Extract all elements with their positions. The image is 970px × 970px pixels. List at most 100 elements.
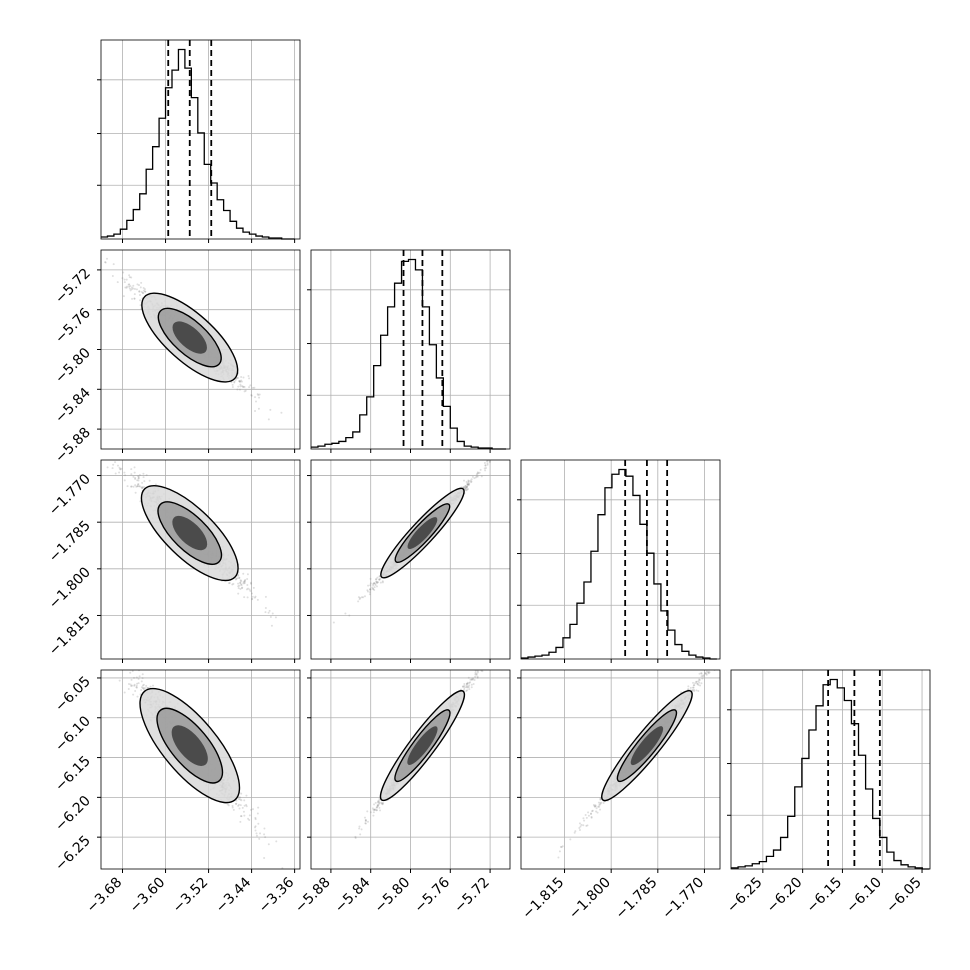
sample-point bbox=[378, 575, 381, 578]
sample-point bbox=[142, 683, 145, 686]
sample-point bbox=[143, 485, 146, 488]
sample-point bbox=[375, 585, 378, 588]
sample-point bbox=[92, 451, 94, 453]
sample-point bbox=[118, 466, 121, 469]
sample-point bbox=[136, 695, 139, 698]
sample-point bbox=[465, 689, 468, 692]
sample-point bbox=[132, 284, 135, 287]
scatter-panel-3-1: −5.88−5.84−5.80−5.76−5.72 bbox=[292, 652, 511, 917]
sample-point bbox=[485, 466, 488, 469]
sample-point bbox=[360, 828, 363, 831]
sample-point bbox=[466, 689, 469, 692]
sample-point bbox=[375, 582, 378, 585]
sample-point bbox=[358, 827, 361, 830]
sample-point bbox=[254, 595, 257, 598]
sample-point bbox=[369, 588, 372, 591]
sample-point bbox=[130, 288, 133, 291]
sample-point bbox=[484, 469, 487, 472]
sample-point bbox=[104, 261, 107, 264]
sample-point bbox=[250, 582, 253, 585]
sample-point bbox=[268, 609, 271, 612]
sample-point bbox=[249, 808, 252, 811]
sample-point bbox=[112, 263, 115, 266]
sample-point bbox=[366, 810, 369, 813]
sample-point bbox=[270, 624, 273, 627]
sample-point bbox=[258, 837, 261, 840]
sample-point bbox=[257, 822, 260, 825]
sample-point bbox=[376, 576, 379, 579]
sample-point bbox=[123, 654, 125, 656]
sample-point bbox=[486, 463, 489, 466]
sample-point bbox=[467, 483, 470, 486]
sample-point bbox=[380, 801, 383, 804]
sample-point bbox=[366, 589, 369, 592]
sample-point bbox=[130, 485, 133, 488]
sample-point bbox=[251, 597, 254, 600]
sample-point bbox=[253, 596, 256, 599]
sample-point bbox=[357, 600, 360, 603]
y-tick-label: −5.76 bbox=[52, 305, 94, 347]
y-tick-label: −6.10 bbox=[52, 713, 94, 755]
sample-point bbox=[244, 578, 247, 581]
sample-point bbox=[693, 688, 696, 691]
panel-frame bbox=[520, 459, 721, 660]
sample-point bbox=[239, 804, 242, 807]
sample-point bbox=[269, 616, 272, 619]
sample-point bbox=[233, 381, 236, 384]
sample-point bbox=[702, 675, 705, 678]
sample-point bbox=[238, 388, 241, 391]
sample-point bbox=[470, 686, 473, 689]
sample-point bbox=[138, 290, 141, 293]
sample-point bbox=[373, 809, 376, 812]
sample-point bbox=[118, 656, 120, 658]
sample-point bbox=[472, 678, 475, 681]
sample-point bbox=[138, 675, 141, 678]
x-tick-label: −5.88 bbox=[292, 875, 334, 917]
sample-point bbox=[470, 480, 473, 483]
sample-point bbox=[249, 384, 252, 387]
sample-point bbox=[237, 803, 240, 806]
sample-point bbox=[274, 616, 277, 619]
sample-point bbox=[594, 805, 597, 808]
sample-point bbox=[374, 801, 377, 804]
sample-point bbox=[591, 809, 594, 812]
sample-point bbox=[243, 804, 246, 807]
sample-point bbox=[254, 825, 257, 828]
sample-point bbox=[247, 587, 250, 590]
sample-cloud bbox=[354, 652, 488, 840]
scatter-panel-3-0: −3.68 −3.60 −3.52 −3.44 −3.36−6.25−6.20−6.15… bbox=[52, 654, 301, 916]
sample-point bbox=[255, 832, 258, 835]
sample-point bbox=[468, 483, 471, 486]
sample-point bbox=[128, 274, 131, 277]
sample-point bbox=[369, 588, 372, 591]
sample-point bbox=[245, 588, 248, 591]
sample-point bbox=[485, 460, 488, 463]
sample-point bbox=[142, 688, 145, 691]
sample-point bbox=[373, 808, 376, 811]
sample-point bbox=[599, 803, 602, 806]
sample-point bbox=[113, 457, 115, 459]
sample-point bbox=[476, 671, 479, 674]
sample-point bbox=[143, 480, 146, 483]
sample-point bbox=[88, 241, 90, 243]
sample-point bbox=[134, 288, 137, 291]
sample-point bbox=[140, 686, 143, 689]
sample-point bbox=[367, 584, 370, 587]
sample-point bbox=[245, 805, 248, 808]
sample-point bbox=[381, 803, 384, 806]
sample-point bbox=[240, 815, 243, 818]
sample-point bbox=[237, 587, 240, 590]
sample-point bbox=[240, 583, 243, 586]
sample-point bbox=[469, 479, 472, 482]
sample-point bbox=[254, 409, 257, 412]
sample-point bbox=[368, 591, 371, 594]
sample-point bbox=[698, 672, 701, 675]
sample-point bbox=[486, 652, 488, 654]
sample-point bbox=[723, 650, 725, 652]
sample-point bbox=[469, 681, 472, 684]
sample-point bbox=[476, 670, 479, 673]
sample-point bbox=[363, 816, 366, 819]
sample-point bbox=[243, 580, 246, 583]
sample-point bbox=[241, 806, 244, 809]
